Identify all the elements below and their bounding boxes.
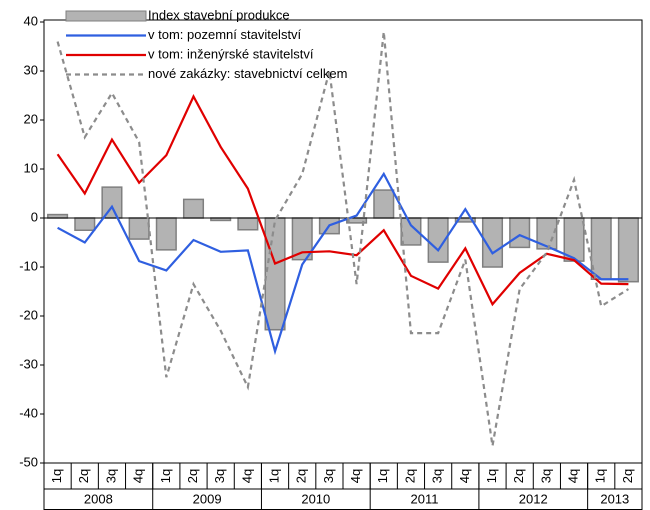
year-label: 2011 [411, 491, 439, 506]
year-label: 2010 [301, 491, 330, 506]
bar [47, 213, 69, 219]
bar [509, 217, 531, 249]
x-tick-label: 3q [430, 469, 445, 483]
x-tick-label: 2q [511, 469, 526, 483]
series-line [56, 94, 629, 307]
x-tick-label: 4q [239, 469, 254, 483]
y-tick-label: 20 [24, 111, 38, 126]
x-tick-label: 2q [402, 469, 417, 483]
x-tick-label: 3q [538, 469, 553, 483]
x-tick-label: 3q [212, 469, 227, 483]
year-label: 2013 [600, 491, 629, 506]
bar [373, 189, 395, 219]
bar [128, 217, 150, 240]
bar [237, 217, 259, 231]
y-tick-label: -30 [19, 356, 38, 371]
y-tick-label: 30 [24, 62, 38, 77]
x-tick-label: 3q [321, 469, 336, 483]
bar [74, 217, 96, 231]
bar [617, 217, 639, 283]
y-tick-label: 40 [24, 13, 38, 28]
x-tick-label: 1q [593, 469, 608, 483]
y-tick-label: -50 [19, 454, 38, 469]
x-tick-label: 4q [131, 469, 146, 483]
x-tick-label: 2q [76, 469, 91, 483]
x-tick-label: 4q [348, 469, 363, 483]
y-tick-label: -20 [19, 307, 38, 322]
x-tick-label: 4q [457, 469, 472, 483]
x-tick-label: 1q [158, 469, 173, 483]
y-tick-label: -40 [19, 405, 38, 420]
y-tick-label: -10 [19, 258, 38, 273]
bar [264, 217, 286, 331]
bar [182, 198, 205, 219]
legend-label: v tom: pozemní stavitelství [148, 27, 302, 42]
x-tick-label: 1q [375, 469, 390, 483]
legend-label: nové zakázky: stavebnictví celkem [148, 66, 347, 81]
year-label: 2008 [84, 491, 113, 506]
x-tick-label: 2q [294, 469, 309, 483]
x-tick-label: 2q [620, 469, 635, 483]
legend-swatch [65, 10, 147, 22]
bar [155, 217, 177, 251]
x-tick-label: 2q [185, 469, 200, 483]
year-label: 2009 [193, 491, 222, 506]
y-tick-label: 0 [31, 209, 38, 224]
bar [590, 217, 612, 280]
legend-label: v tom: inženýrské stavitelství [148, 46, 314, 61]
x-tick-label: 4q [565, 469, 580, 483]
bar [101, 186, 123, 219]
year-label: 2012 [519, 491, 548, 506]
legend-label: Index stavební produkce [148, 7, 290, 22]
x-tick-label: 1q [49, 469, 64, 483]
x-tick-label: 1q [484, 469, 499, 483]
series-line [56, 31, 629, 447]
series-line [57, 171, 629, 356]
x-tick-label: 1q [266, 469, 281, 483]
x-tick-label: 3q [103, 469, 118, 483]
y-tick-label: 10 [24, 160, 38, 175]
